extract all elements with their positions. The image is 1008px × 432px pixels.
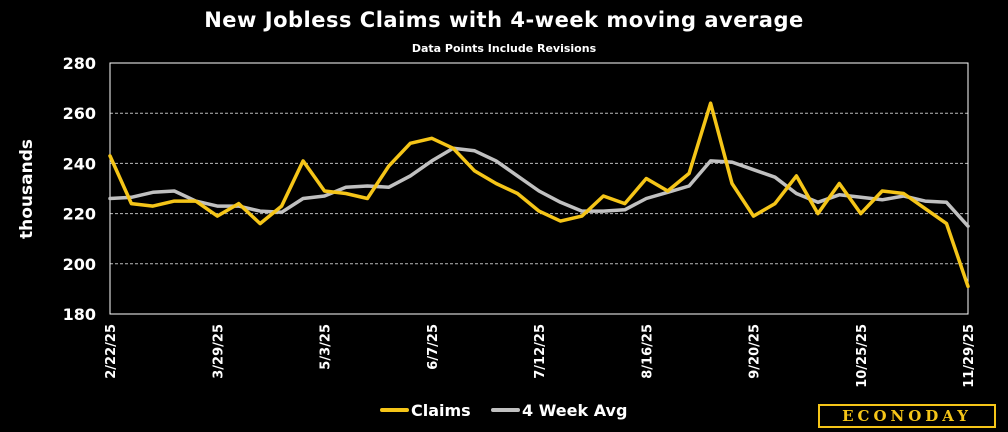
legend: Claims 4 Week Avg [380, 401, 627, 420]
x-tick-label: 7/12/25 [533, 324, 548, 379]
y-tick-label: 180 [63, 305, 96, 324]
x-tick-label: 8/16/25 [640, 324, 655, 379]
y-tick-label: 240 [63, 154, 96, 173]
legend-label-claims: Claims [411, 401, 471, 420]
x-tick-label: 5/3/25 [319, 324, 334, 370]
y-tick-label: 220 [63, 205, 96, 224]
chart-title: New Jobless Claims with 4-week moving av… [204, 8, 804, 32]
legend-label-4-week-avg: 4 Week Avg [522, 401, 627, 420]
logo-text: ECONODAY [842, 407, 972, 425]
x-tick-label: 3/29/25 [211, 324, 226, 379]
y-tick-label: 260 [63, 104, 96, 123]
chart-subtitle: Data Points Include Revisions [411, 42, 597, 55]
x-axis-ticks: 2/22/25 3/29/25 5/3/25 6/7/25 7/12/25 8/16/25… [104, 324, 977, 388]
x-tick-label: 10/25/25 [855, 324, 870, 388]
plot-frame [109, 62, 969, 315]
x-tick-label: 6/7/25 [426, 324, 441, 370]
x-tick-label: 9/20/25 [748, 324, 763, 379]
y-tick-label: 200 [63, 255, 96, 274]
econoday-logo: ECONODAY [818, 404, 996, 428]
x-tick-label: 2/22/25 [104, 324, 119, 379]
y-axis-ticks: 180 200 220 240 260 280 [63, 54, 96, 324]
grid-layer [110, 112, 968, 265]
y-axis-label: thousands [17, 139, 37, 239]
series-line-4-week-avg [108, 146, 970, 228]
x-tick-label: 11/29/25 [962, 324, 977, 388]
series-layer [108, 101, 970, 289]
series-line-claims [108, 101, 970, 289]
y-tick-label: 280 [63, 54, 96, 73]
